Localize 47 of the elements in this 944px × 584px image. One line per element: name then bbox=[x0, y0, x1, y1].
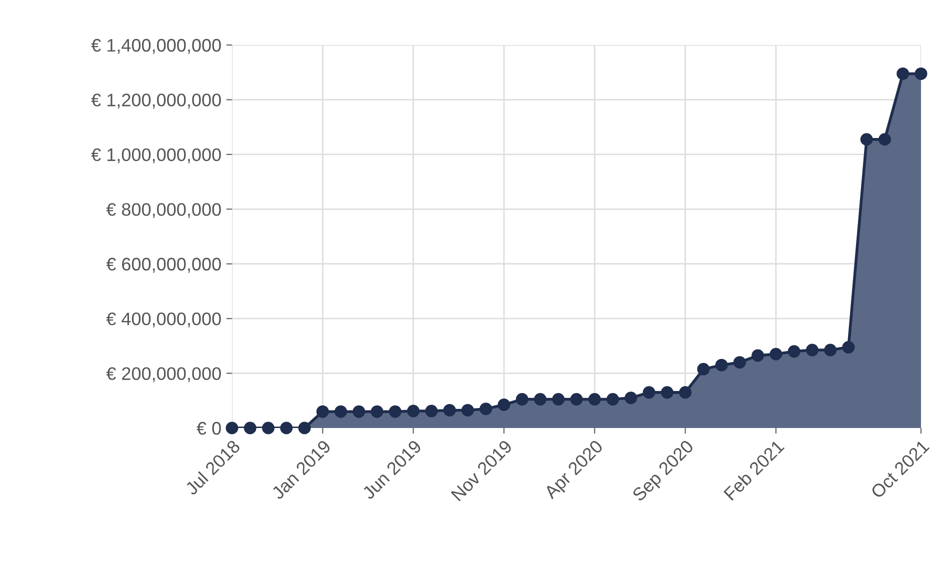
y-tick-label: € 1,000,000,000 bbox=[91, 148, 221, 164]
y-tick-label: € 0 bbox=[196, 422, 221, 435]
point bbox=[914, 67, 928, 80]
point bbox=[461, 404, 474, 416]
point bbox=[534, 393, 546, 406]
point bbox=[425, 404, 438, 418]
y-tick-label: € 600,000,000 bbox=[106, 258, 221, 273]
y-tick-label: € 200,000,000 bbox=[106, 367, 221, 382]
point bbox=[624, 392, 638, 404]
point bbox=[733, 356, 746, 369]
point bbox=[770, 348, 782, 360]
point bbox=[860, 133, 873, 146]
point bbox=[498, 398, 510, 411]
point bbox=[516, 393, 528, 406]
point bbox=[896, 67, 910, 80]
point bbox=[606, 393, 620, 406]
point bbox=[588, 393, 601, 406]
y-tick-label: € 1,400,000,000 bbox=[91, 38, 221, 54]
point bbox=[262, 422, 275, 434]
point bbox=[480, 402, 492, 416]
point bbox=[352, 405, 366, 418]
point bbox=[697, 362, 710, 376]
y-tick-label: € 1,200,000,000 bbox=[91, 94, 221, 109]
point bbox=[298, 422, 311, 434]
point bbox=[878, 133, 891, 146]
point bbox=[570, 393, 583, 406]
point bbox=[806, 344, 818, 356]
point bbox=[715, 358, 728, 372]
y-tick-label: € 400,000,000 bbox=[106, 312, 221, 328]
point bbox=[388, 405, 402, 418]
point bbox=[370, 405, 384, 418]
y-tick-label: € 800,000,000 bbox=[106, 203, 221, 218]
point bbox=[316, 405, 329, 418]
point bbox=[552, 393, 565, 406]
point bbox=[244, 422, 256, 434]
point bbox=[443, 404, 456, 416]
point bbox=[660, 386, 674, 399]
point bbox=[842, 341, 855, 354]
point bbox=[280, 422, 293, 434]
point bbox=[752, 349, 764, 362]
point bbox=[407, 404, 420, 418]
point bbox=[642, 386, 656, 399]
point bbox=[824, 344, 837, 356]
point bbox=[334, 405, 348, 418]
point bbox=[679, 386, 692, 399]
point bbox=[226, 422, 238, 434]
point bbox=[788, 345, 800, 358]
